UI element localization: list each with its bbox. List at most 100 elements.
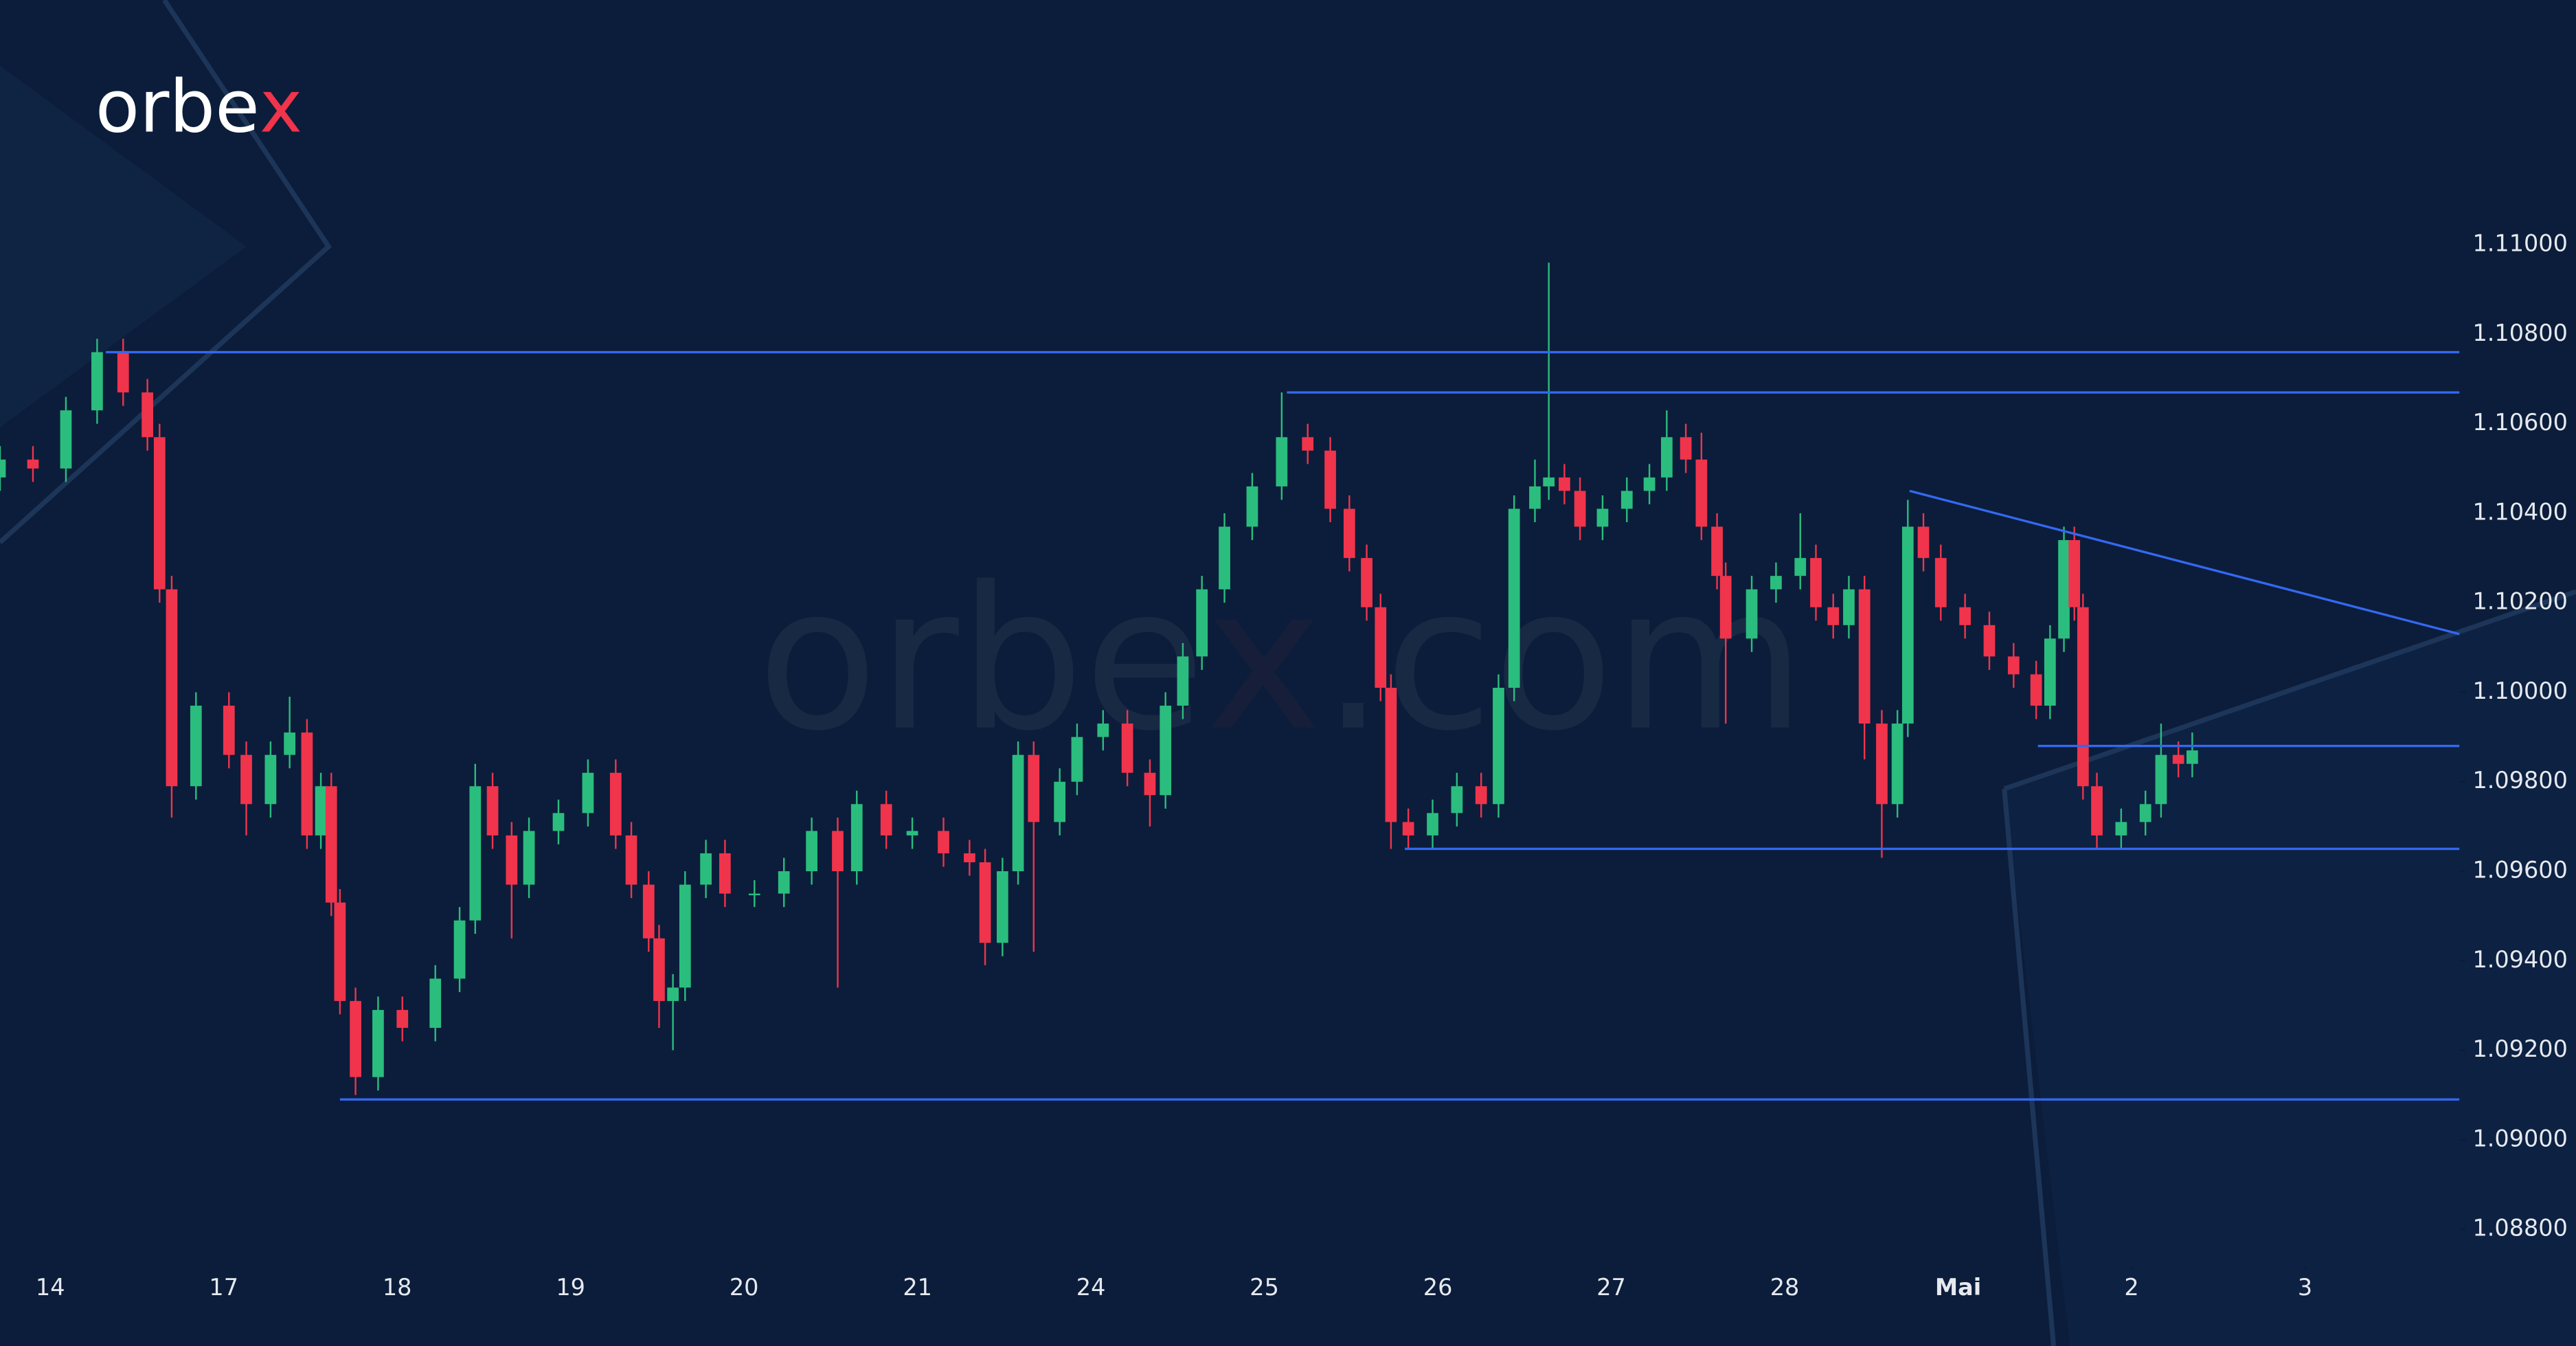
candle-body <box>350 1000 361 1077</box>
candle-body <box>2172 754 2184 764</box>
candle-body <box>806 831 817 872</box>
candle-body <box>832 831 844 872</box>
candle-body <box>1529 486 1541 509</box>
candle-body <box>2044 638 2056 706</box>
candle-body <box>60 410 72 469</box>
candle-body <box>778 871 790 894</box>
candle-body <box>190 706 202 787</box>
candle-body <box>1643 477 1656 491</box>
candle-body <box>653 938 665 1001</box>
y-tick-label: 1.10800 <box>2472 319 2567 346</box>
candle-body <box>1144 772 1156 796</box>
candle-body <box>2058 540 2070 639</box>
y-tick-label: 1.10200 <box>2472 588 2567 615</box>
candle-body <box>153 437 166 590</box>
candle-body <box>2007 656 2020 675</box>
candle-body <box>223 706 235 755</box>
candle-body <box>642 884 655 939</box>
candle-body <box>2068 540 2081 607</box>
candle-body <box>117 352 129 393</box>
candle-body <box>1402 822 1414 835</box>
candle-body <box>315 786 327 835</box>
logo: orbex <box>95 64 302 148</box>
candle-body <box>1276 437 1288 486</box>
candle-body <box>1196 589 1208 657</box>
candle-body <box>2187 750 2198 764</box>
candle-body <box>1660 437 1673 478</box>
candle-body <box>582 772 594 814</box>
candle-body <box>2091 786 2103 835</box>
candle-body <box>1385 687 1397 822</box>
candle-body <box>1810 558 1822 607</box>
candle-body <box>469 786 482 921</box>
candle-body <box>1827 607 1840 625</box>
candle-body <box>1559 477 1570 491</box>
x-tick-label: 17 <box>209 1274 238 1301</box>
candle-body <box>1246 486 1258 527</box>
y-tick-label: 1.09800 <box>2472 767 2567 794</box>
candle-body <box>2155 754 2167 805</box>
x-tick-label: 20 <box>730 1274 759 1301</box>
candle-body <box>284 732 296 755</box>
candle-body <box>396 1009 409 1028</box>
candle-body <box>1917 526 1930 559</box>
candle-body <box>1427 813 1438 835</box>
candle-body <box>166 589 178 787</box>
candle-body <box>1160 706 1172 796</box>
candle-body <box>1858 589 1871 724</box>
x-tick-label: 19 <box>556 1274 585 1301</box>
candle-body <box>486 786 499 835</box>
candle-body <box>334 902 346 1001</box>
y-tick-label: 1.10000 <box>2472 677 2567 704</box>
candle-body <box>1361 558 1372 607</box>
candle-body <box>1028 754 1040 822</box>
candle-body <box>2030 674 2042 706</box>
candle-body <box>1794 558 1807 576</box>
candle-body <box>1219 526 1230 590</box>
candle-body <box>700 853 712 885</box>
candle-body <box>91 352 103 411</box>
candle-body <box>880 804 892 835</box>
candle-body <box>1343 508 1355 559</box>
candle-body <box>552 813 565 831</box>
y-tick-label: 1.09400 <box>2472 946 2567 973</box>
candle-body <box>1543 477 1555 486</box>
candle-body <box>1891 724 1903 805</box>
candle-body <box>506 835 518 885</box>
x-tick-label: 21 <box>903 1274 932 1301</box>
candle-body <box>1324 450 1336 509</box>
candle-body <box>2139 804 2151 822</box>
x-tick-label: 28 <box>1770 1274 1800 1301</box>
candle-body <box>1596 508 1609 527</box>
candle-body <box>1959 607 1971 625</box>
x-tick-label: 18 <box>383 1274 412 1301</box>
candle-body <box>0 459 6 478</box>
candle-body <box>1493 687 1504 805</box>
candle-body <box>301 732 313 835</box>
candle-body <box>264 754 277 805</box>
y-tick-label: 1.09600 <box>2472 857 2567 884</box>
candle-body <box>1745 589 1758 639</box>
candle-body <box>1680 437 1692 460</box>
candle-body <box>453 920 466 979</box>
x-tick-label: 24 <box>1076 1274 1106 1301</box>
candle-body <box>429 978 442 1028</box>
x-tick-label: 25 <box>1250 1274 1279 1301</box>
candle-body <box>1620 491 1633 509</box>
candle-body <box>1375 607 1387 688</box>
candle-body <box>850 804 863 872</box>
candle-body <box>1711 526 1723 576</box>
plot-area: 1.08800 1.09000 1.09200 1.09400 1.09600 1.098… <box>0 230 2568 1301</box>
candle-body <box>719 853 731 894</box>
candle-body <box>625 835 637 885</box>
candle-body <box>1901 526 1914 724</box>
watermark: orbex.com <box>757 545 1805 774</box>
x-tick-label: 3 <box>2298 1274 2312 1301</box>
y-tick-label: 1.09000 <box>2472 1125 2567 1152</box>
candle-body <box>1071 737 1083 782</box>
candle-body <box>2077 607 2089 787</box>
candle-body <box>1843 589 1855 625</box>
x-tick-label: 26 <box>1423 1274 1453 1301</box>
